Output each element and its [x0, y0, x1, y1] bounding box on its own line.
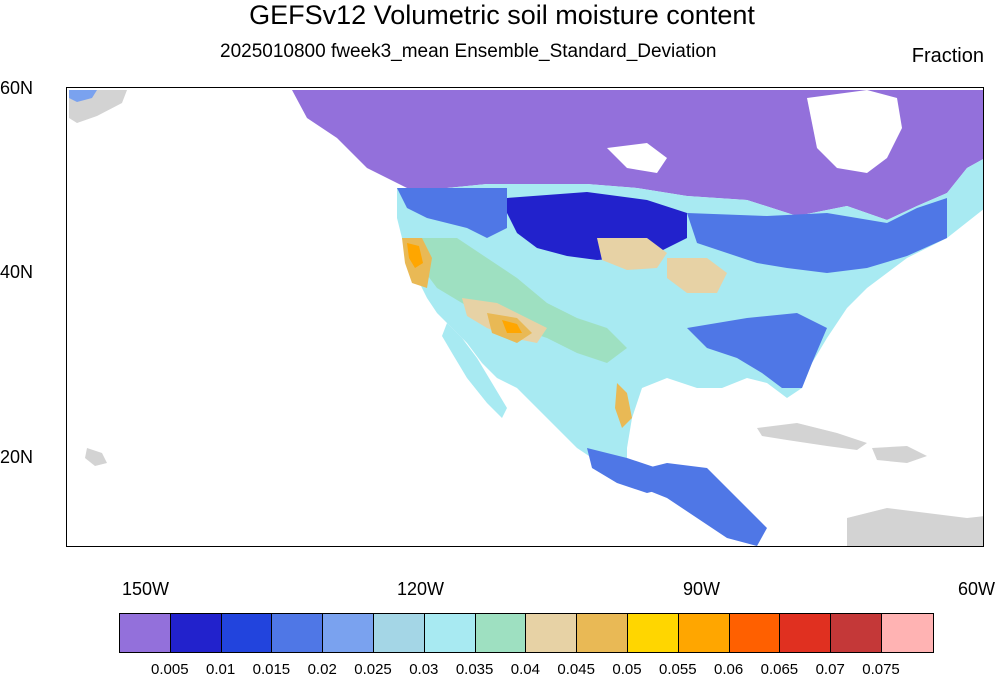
colorbar-label-12: 0.065	[760, 661, 799, 678]
colorbar-label-10: 0.055	[659, 661, 697, 678]
colorbar-label-1: 0.01	[205, 661, 236, 678]
cuba	[757, 423, 867, 450]
colorbar-swatch-4	[323, 614, 374, 652]
hawaii	[85, 448, 107, 466]
colorbar-label-6: 0.035	[455, 661, 494, 678]
colorbar-swatch-2	[221, 614, 273, 652]
colorbar-swatch-9	[577, 614, 628, 652]
baja-california	[442, 323, 507, 418]
colorbar-label-8: 0.045	[557, 661, 595, 678]
lon-label-90w: 90W	[683, 579, 721, 599]
central-high	[667, 258, 727, 293]
lat-label-20n: 20N	[0, 447, 34, 467]
great-lakes-white	[607, 143, 667, 173]
colorbar-swatch-6	[424, 614, 476, 652]
colorbar-label-9: 0.05	[612, 661, 642, 678]
texas-coast-hotspot	[615, 383, 632, 428]
hudson-bay	[807, 90, 902, 173]
colorbar-label-14: 0.075	[862, 661, 900, 678]
colorbar-swatch-3	[272, 614, 324, 652]
colorbar-label-7: 0.04	[510, 661, 540, 678]
great-lakes-band	[687, 198, 947, 273]
map-panel	[66, 87, 984, 547]
alaska-blue	[69, 90, 97, 102]
colorbar-label-5: 0.03	[409, 661, 439, 678]
lon-label-120w: 120W	[397, 579, 445, 599]
lat-label-60n: 60N	[0, 78, 34, 98]
colorbar-swatch-1	[170, 614, 222, 652]
southeast-blue	[687, 313, 827, 388]
colorbar-label-4: 0.025	[354, 661, 392, 678]
colorbar-label-2: 0.015	[252, 661, 291, 678]
hispaniola	[872, 446, 927, 463]
map-svg	[67, 88, 983, 546]
mexico-south-blue	[587, 448, 667, 493]
colorbar-swatch-12	[729, 614, 781, 652]
california-peak	[407, 243, 423, 268]
plot-title: GEFSv12 Volumetric soil moisture content	[249, 0, 755, 30]
colorbar-swatch-5	[373, 614, 425, 652]
colorbar-swatch-11	[678, 614, 730, 652]
colorbar-swatch-7	[475, 614, 527, 652]
colorbar-swatch-0	[120, 614, 171, 652]
northwest-band	[397, 188, 507, 238]
colorbar-swatch-8	[526, 614, 578, 652]
arizona-peak	[502, 320, 522, 333]
colorbar-label-0: 0.005	[151, 661, 189, 678]
colorbar-swatch-13	[780, 614, 832, 652]
colorbar-swatch-14	[831, 614, 882, 652]
colorbar-swatch-10	[627, 614, 679, 652]
colorbar-label-13: 0.07	[815, 661, 845, 678]
plot-subtitle: 2025010800 fweek3_mean Ensemble_Standard…	[220, 41, 717, 62]
southwest-moderate	[417, 238, 627, 363]
plains-high	[597, 238, 667, 270]
colorbar-label-11: 0.06	[713, 661, 744, 678]
colorbar-label-3: 0.02	[307, 661, 337, 678]
lat-label-40n: 40N	[0, 262, 34, 282]
units-label: Fraction	[911, 45, 984, 67]
colorbar	[119, 613, 934, 653]
lon-label-150w: 150W	[122, 579, 170, 599]
colorbar-swatch-15	[881, 614, 933, 652]
venezuela-coast	[847, 508, 983, 546]
lon-label-60w: 60W	[958, 579, 996, 599]
